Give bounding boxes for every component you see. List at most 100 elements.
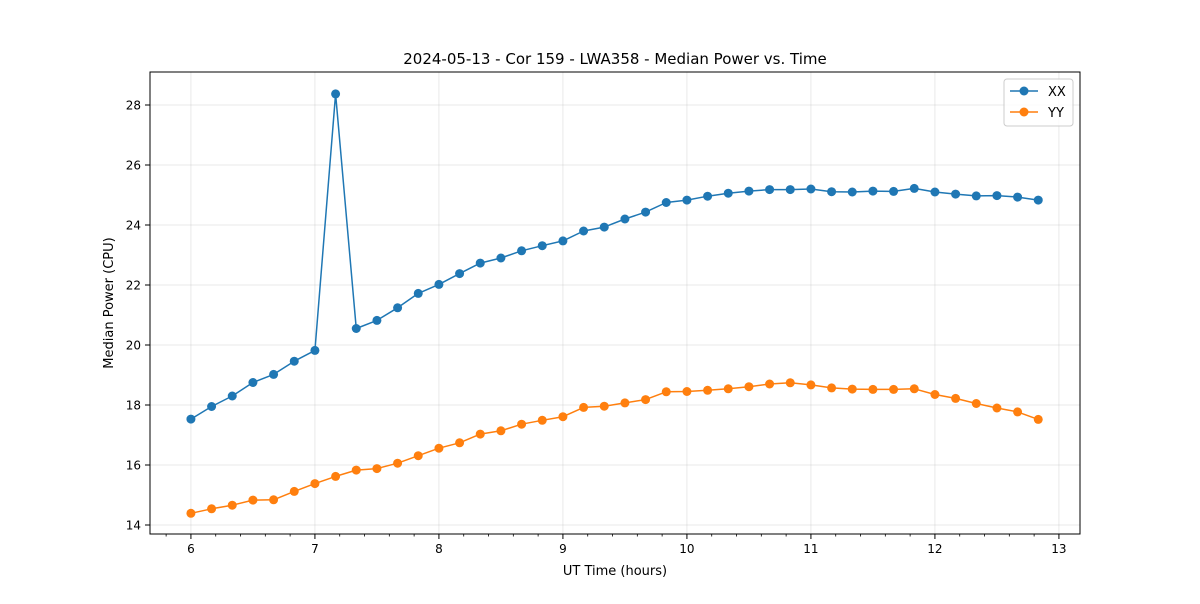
data-point-yy (413, 451, 423, 461)
data-point-yy (703, 385, 713, 395)
data-point-xx (248, 378, 258, 387)
data-point-yy (186, 508, 196, 518)
data-point-xx (351, 324, 361, 333)
y-tick-label: 20 (126, 339, 141, 353)
data-point-xx (992, 191, 1002, 201)
data-point-yy (1013, 407, 1023, 417)
data-point-yy (289, 486, 299, 496)
data-point-yy (868, 384, 878, 394)
data-point-xx (331, 89, 341, 99)
data-point-yy (723, 384, 733, 394)
x-tick-label: 7 (311, 542, 319, 556)
data-point-xx (393, 303, 403, 313)
data-point-yy (827, 383, 837, 393)
data-point-xx (207, 402, 217, 411)
data-point-yy (744, 382, 754, 392)
data-point-yy (331, 471, 341, 481)
data-point-yy (909, 384, 919, 394)
y-tick-label: 14 (126, 519, 141, 533)
data-point-xx (310, 345, 320, 355)
data-point-yy (889, 384, 899, 394)
data-point-xx (599, 222, 609, 232)
data-point-yy (785, 378, 795, 388)
data-point-xx (765, 185, 775, 195)
data-point-xx (641, 207, 651, 217)
data-point-xx (434, 279, 444, 289)
data-point-yy (475, 429, 485, 439)
data-point-xx (868, 186, 878, 196)
y-tick-label: 28 (126, 99, 141, 113)
y-tick-label: 18 (126, 399, 141, 413)
plot-frame (149, 71, 1081, 535)
data-point-yy (434, 443, 444, 453)
data-point-yy (682, 387, 692, 396)
data-point-xx (744, 186, 754, 196)
data-point-xx (558, 236, 568, 246)
x-axis-label: UT Time (hours) (563, 564, 667, 579)
data-point-yy (930, 390, 940, 399)
data-point-xx (496, 253, 506, 263)
x-tick-label: 9 (559, 542, 567, 556)
data-point-yy (620, 398, 630, 408)
data-point-yy (765, 379, 775, 389)
data-point-xx (413, 288, 423, 298)
data-point-yy (248, 495, 258, 505)
data-point-xx (186, 414, 196, 424)
x-tick-label: 10 (679, 542, 694, 556)
legend-marker-yy (1019, 107, 1029, 117)
y-axis: 14 16 18 20 22 24 26 28 (126, 99, 150, 533)
data-point-yy (496, 426, 506, 436)
data-point-xx (889, 186, 899, 196)
data-point-yy (393, 458, 403, 468)
data-point-xx (847, 187, 857, 197)
y-tick-label: 26 (126, 159, 141, 173)
data-point-yy (599, 401, 609, 411)
data-point-yy (310, 479, 320, 489)
legend: XX YY (1003, 78, 1074, 127)
data-point-yy (847, 384, 857, 394)
data-point-yy (1033, 414, 1043, 424)
data-point-xx (455, 269, 465, 279)
data-point-xx (930, 187, 940, 197)
y-tick-label: 24 (126, 219, 141, 233)
y-tick-label: 22 (126, 279, 141, 293)
x-tick-label: 12 (927, 542, 942, 556)
data-point-yy (537, 415, 547, 425)
data-point-xx (1013, 192, 1023, 202)
data-point-xx (971, 191, 981, 201)
data-point-xx (785, 185, 795, 195)
data-point-yy (207, 504, 217, 514)
data-point-xx (1033, 195, 1043, 205)
data-point-yy (661, 387, 671, 397)
y-tick-label: 16 (126, 459, 141, 473)
data-point-xx (951, 189, 961, 199)
data-point-yy (227, 500, 237, 510)
x-axis: 6 7 8 9 10 11 12 13 (165, 534, 1067, 556)
y-axis-label: Median Power (CPU) (102, 237, 117, 368)
x-tick-label: 11 (803, 542, 818, 556)
chart-title: 2024-05-13 - Cor 159 - LWA358 - Median P… (403, 50, 827, 68)
data-point-xx (723, 188, 733, 198)
series-layer (186, 89, 1043, 518)
data-point-yy (351, 465, 361, 475)
data-point-xx (806, 184, 816, 194)
x-tick-label: 8 (435, 542, 443, 556)
x-tick-label: 6 (187, 542, 195, 556)
data-point-yy (641, 395, 651, 405)
data-point-yy (992, 403, 1002, 413)
data-point-xx (703, 191, 713, 201)
data-point-xx (909, 183, 919, 193)
data-point-xx (227, 391, 237, 401)
data-point-yy (806, 380, 816, 390)
data-point-xx (827, 187, 837, 197)
data-point-yy (579, 402, 589, 412)
data-point-yy (971, 399, 981, 408)
data-point-xx (620, 214, 630, 224)
data-point-yy (372, 464, 382, 474)
data-point-yy (558, 412, 568, 422)
data-point-yy (269, 495, 279, 505)
data-point-yy (455, 438, 465, 448)
data-point-xx (661, 198, 671, 207)
